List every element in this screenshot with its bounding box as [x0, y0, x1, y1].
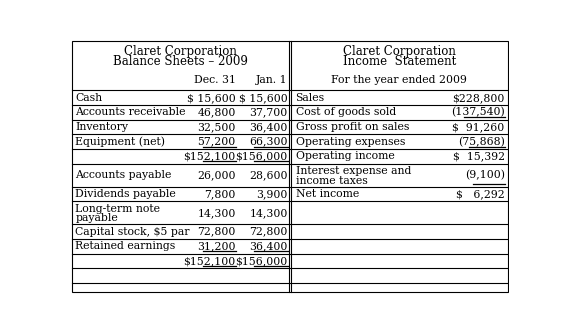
Text: 72,800: 72,800: [250, 227, 288, 237]
Text: (75,868): (75,868): [458, 136, 505, 147]
Text: 32,500: 32,500: [198, 122, 236, 132]
Text: 7,800: 7,800: [204, 189, 236, 199]
Text: 36,400: 36,400: [250, 122, 288, 132]
Text: Claret Corporation: Claret Corporation: [123, 45, 237, 58]
Text: Retained earnings: Retained earnings: [75, 241, 175, 251]
Text: For the year ended 2009: For the year ended 2009: [332, 75, 468, 84]
Text: income taxes: income taxes: [295, 176, 367, 185]
Text: $   6,292: $ 6,292: [456, 189, 505, 199]
Text: 14,300: 14,300: [250, 208, 288, 218]
Text: $152,100: $152,100: [183, 151, 236, 161]
Text: Operating expenses: Operating expenses: [295, 137, 405, 147]
Text: Net income: Net income: [295, 189, 359, 199]
Text: 28,600: 28,600: [249, 170, 288, 180]
Text: 37,700: 37,700: [250, 107, 288, 117]
Text: Accounts payable: Accounts payable: [75, 170, 171, 180]
Text: $ 15,600: $ 15,600: [187, 93, 236, 103]
Text: Balance Sheets – 2009: Balance Sheets – 2009: [113, 55, 247, 68]
Text: Dec. 31: Dec. 31: [194, 75, 236, 84]
Text: payable: payable: [75, 213, 118, 223]
Text: Long-term note: Long-term note: [75, 204, 160, 214]
Text: 66,300: 66,300: [249, 137, 288, 147]
Text: 26,000: 26,000: [198, 170, 236, 180]
Text: 57,200: 57,200: [198, 137, 236, 147]
Text: $156,000: $156,000: [235, 256, 288, 266]
Text: Claret Corporation: Claret Corporation: [343, 45, 456, 58]
Text: 46,800: 46,800: [198, 107, 236, 117]
Text: $156,000: $156,000: [235, 151, 288, 161]
Text: $228,800: $228,800: [452, 93, 505, 103]
Text: Inventory: Inventory: [75, 122, 128, 132]
Text: Jan. 1: Jan. 1: [256, 75, 288, 84]
Text: $  91,260: $ 91,260: [452, 122, 505, 132]
Text: $  15,392: $ 15,392: [453, 151, 505, 161]
Text: 31,200: 31,200: [198, 241, 236, 251]
Text: (9,100): (9,100): [465, 170, 505, 180]
Text: Dividends payable: Dividends payable: [75, 189, 176, 199]
Text: Capital stock, $5 par: Capital stock, $5 par: [75, 227, 190, 237]
Text: Gross profit on sales: Gross profit on sales: [295, 122, 409, 132]
Text: 36,400: 36,400: [250, 241, 288, 251]
Text: Sales: Sales: [295, 93, 325, 103]
Text: 14,300: 14,300: [198, 208, 236, 218]
Text: Income  Statement: Income Statement: [343, 55, 456, 68]
Text: Operating income: Operating income: [295, 151, 395, 161]
Text: Cost of goods sold: Cost of goods sold: [295, 107, 396, 117]
Text: 3,900: 3,900: [256, 189, 288, 199]
Text: Cash: Cash: [75, 93, 102, 103]
Text: Accounts receivable: Accounts receivable: [75, 107, 186, 117]
Text: Equipment (net): Equipment (net): [75, 136, 165, 147]
Text: 72,800: 72,800: [198, 227, 236, 237]
Text: $ 15,600: $ 15,600: [239, 93, 288, 103]
Text: (137,540): (137,540): [451, 107, 505, 117]
Text: $152,100: $152,100: [183, 256, 236, 266]
Text: Interest expense and: Interest expense and: [295, 166, 411, 176]
